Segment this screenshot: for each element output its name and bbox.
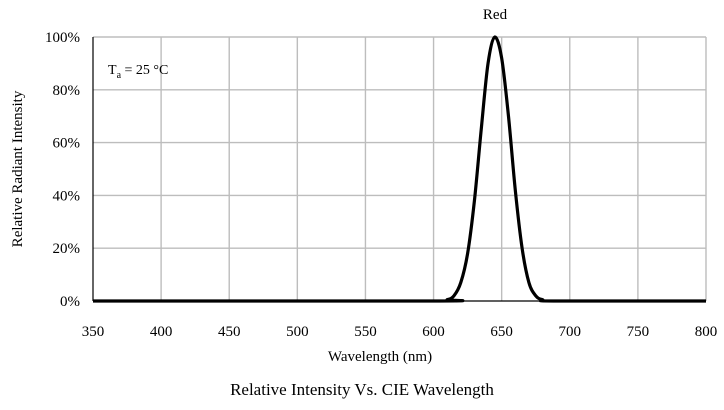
chart-caption: Relative Intensity Vs. CIE Wavelength <box>230 380 494 399</box>
y-tick-label: 60% <box>53 136 81 152</box>
x-axis-label: Wavelength (nm) <box>328 349 432 365</box>
annotation-base: T <box>108 63 117 78</box>
series <box>92 35 706 303</box>
axes <box>92 37 706 302</box>
y-tick-label: 40% <box>53 188 81 204</box>
annotation-rest: = 25 °C <box>121 63 168 78</box>
y-tick-label: 0% <box>60 294 80 310</box>
y-tick-label: 100% <box>45 30 80 46</box>
grid <box>93 36 707 301</box>
series-label: Red <box>483 7 508 23</box>
y-axis-label: Relative Radiant Intensity <box>10 90 26 247</box>
x-tick-label: 450 <box>218 324 241 340</box>
y-tick-label: 80% <box>53 83 81 99</box>
series-line-0 <box>92 35 706 303</box>
y-tick-label: 20% <box>53 241 81 257</box>
y-tick-labels: 0% 20% 40% 60% 80% 100% <box>45 30 80 310</box>
x-tick-label: 600 <box>422 324 445 340</box>
x-tick-label: 700 <box>559 324 582 340</box>
annotation-subscript: a <box>117 70 122 81</box>
x-tick-label: 750 <box>627 324 650 340</box>
x-tick-label: 650 <box>490 324 513 340</box>
x-tick-labels: 350 400 450 500 550 600 650 700 750 800 <box>82 324 718 340</box>
x-tick-label: 800 <box>695 324 718 340</box>
x-tick-label: 550 <box>354 324 377 340</box>
temperature-annotation: Ta = 25 °C <box>108 63 168 81</box>
x-tick-label: 350 <box>82 324 105 340</box>
x-tick-label: 400 <box>150 324 173 340</box>
x-tick-label: 500 <box>286 324 309 340</box>
